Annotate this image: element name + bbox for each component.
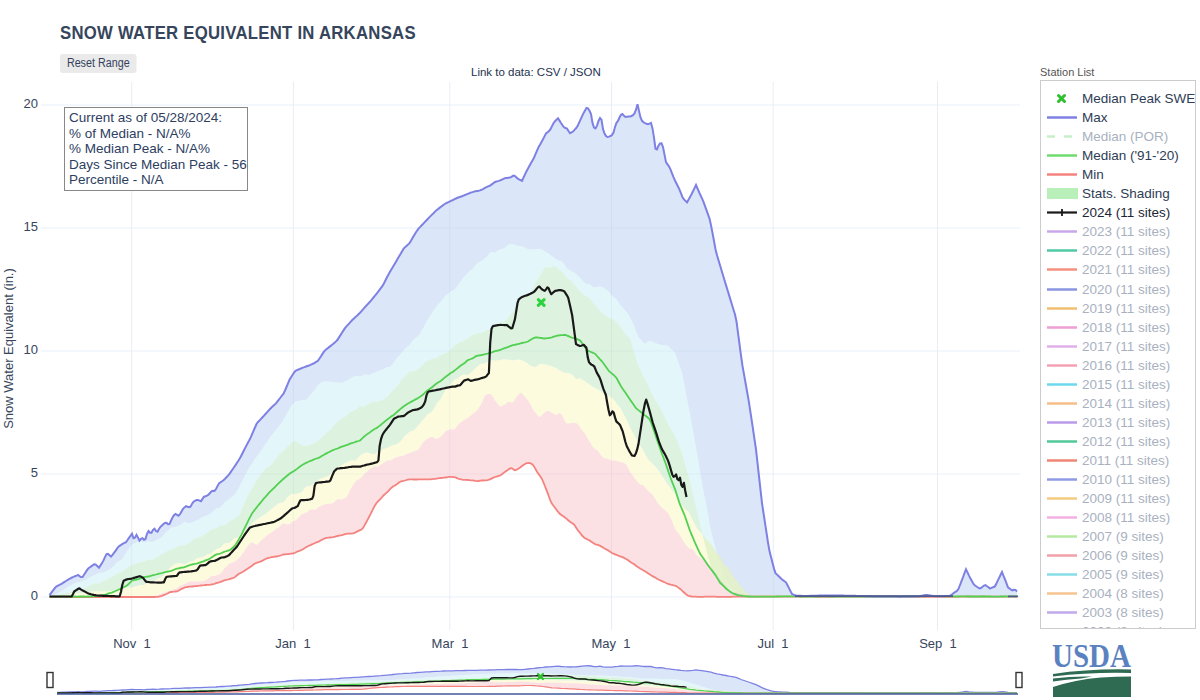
svg-text:USDA: USDA	[1052, 640, 1131, 674]
